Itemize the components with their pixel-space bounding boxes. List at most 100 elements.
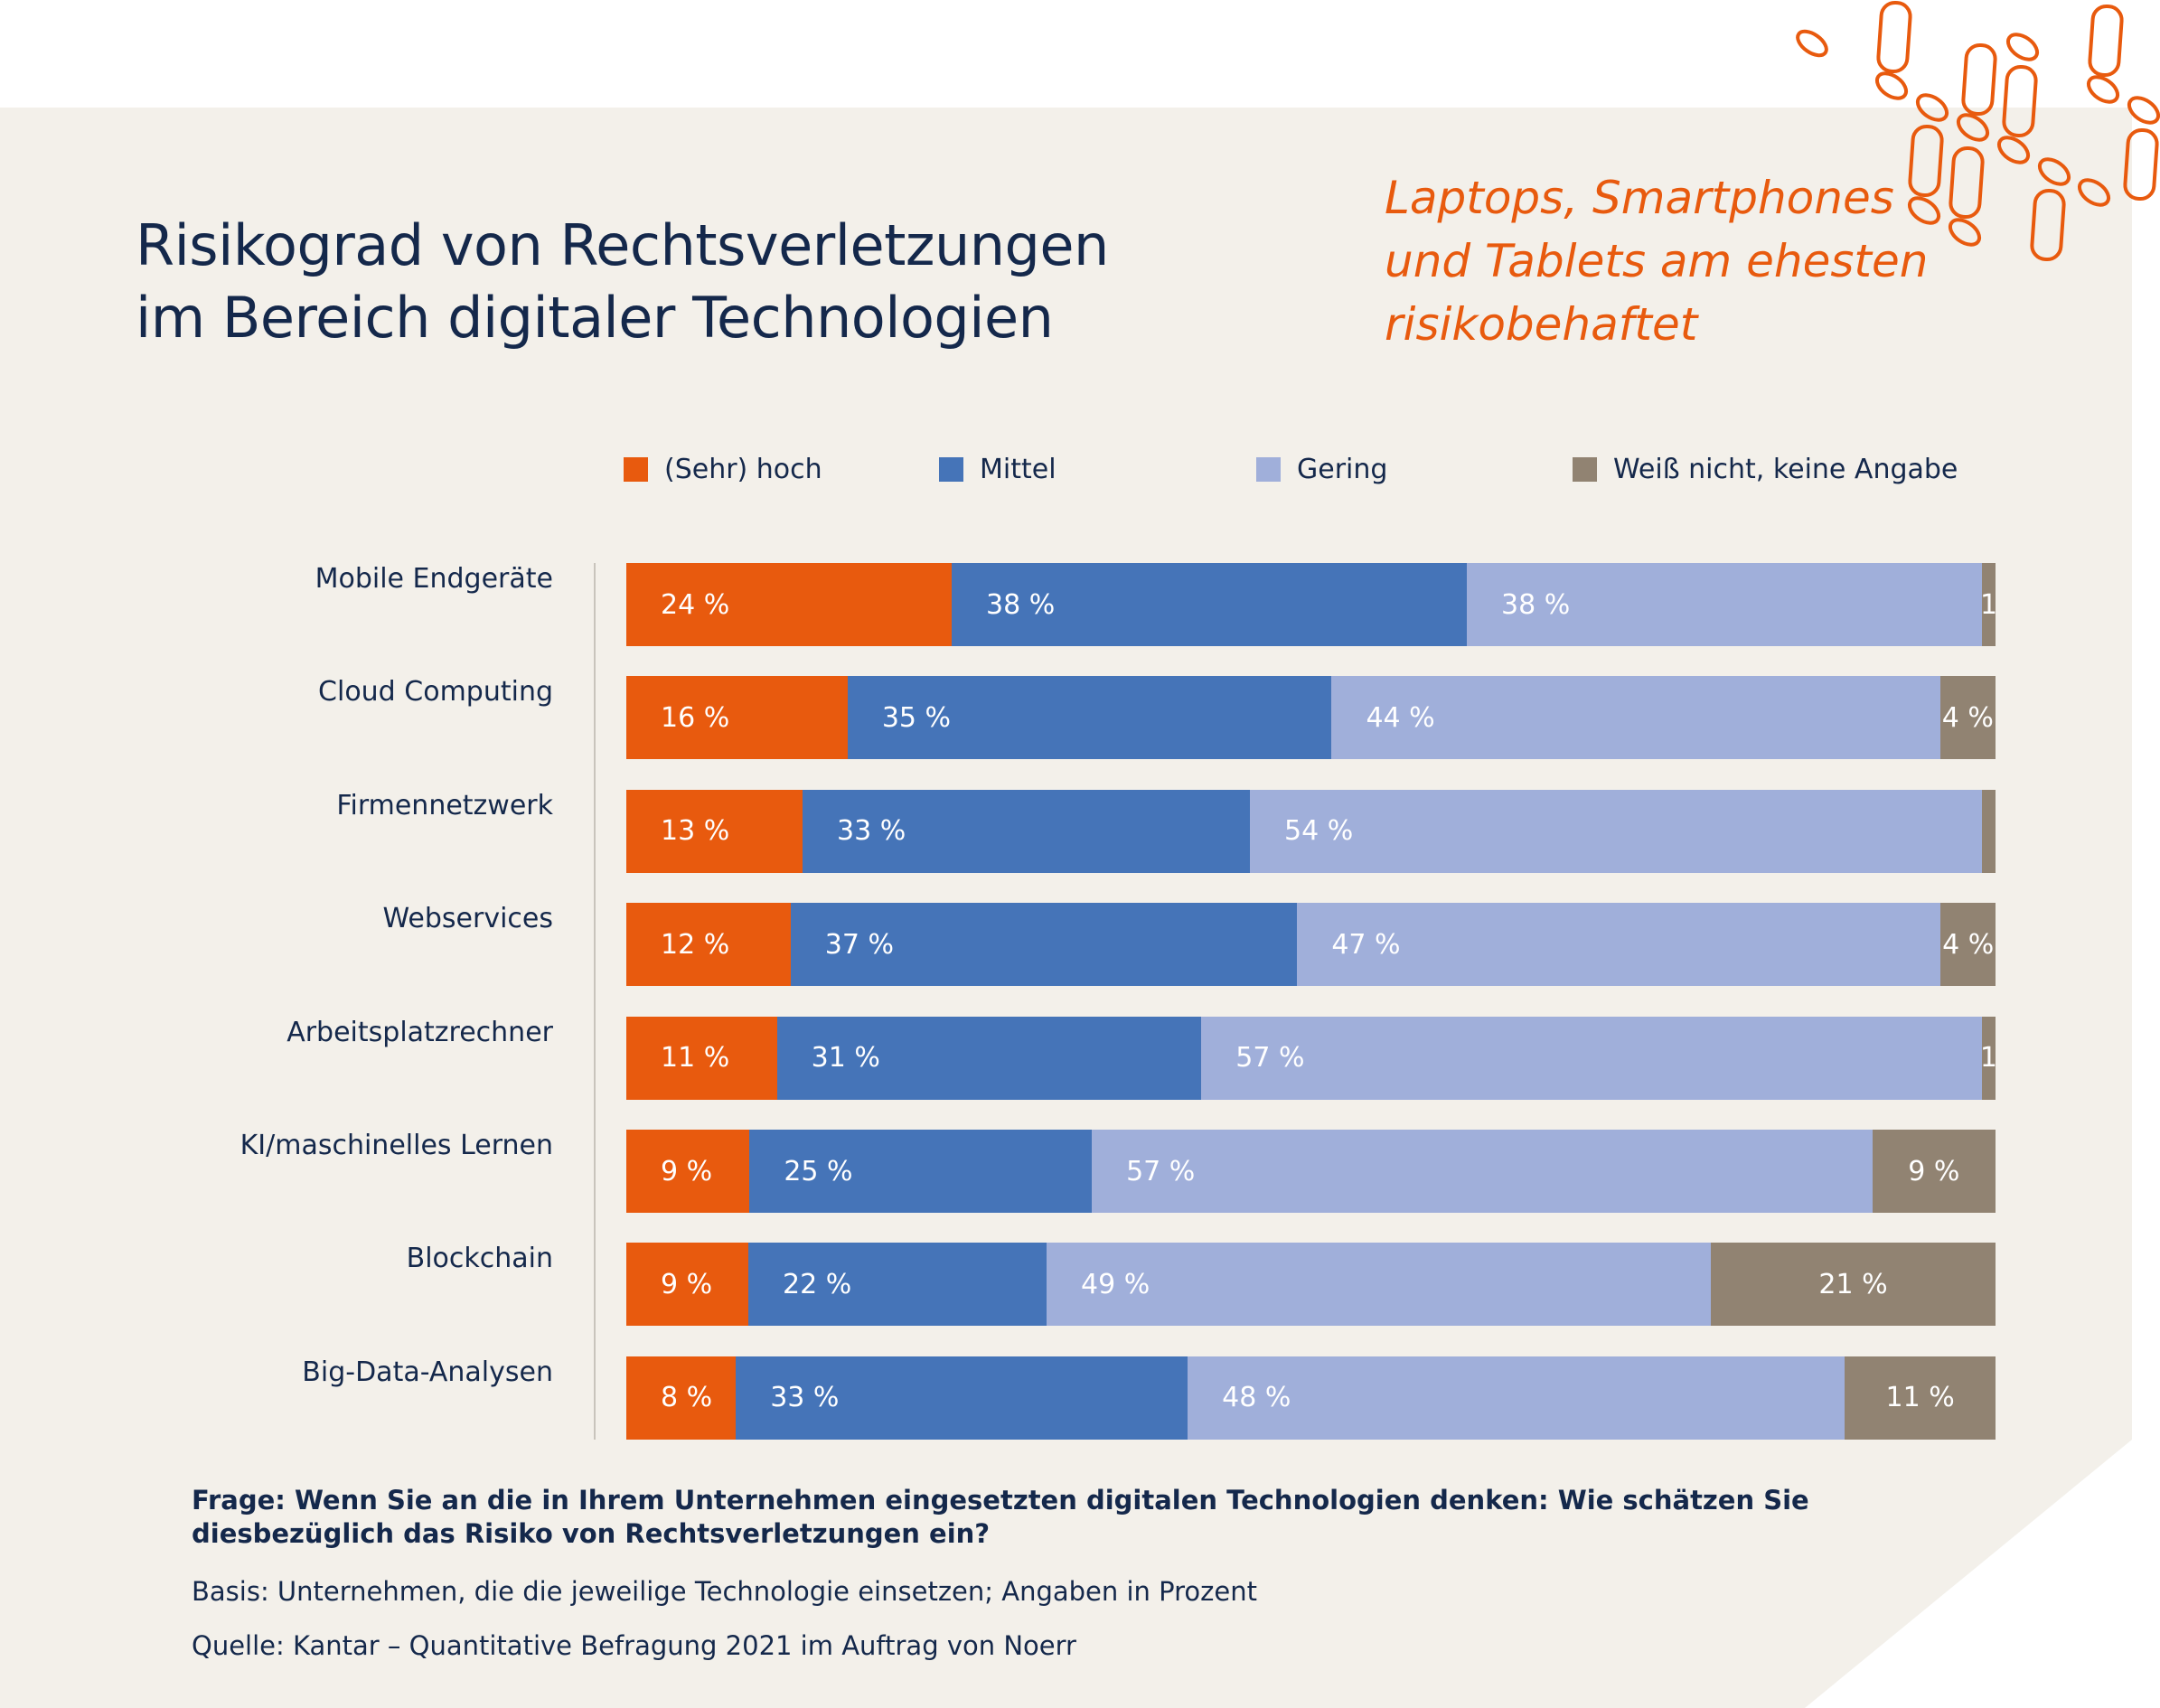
- data-label: 4 %: [1941, 701, 1994, 734]
- bar-segment: 12 %: [626, 903, 791, 987]
- bar-segment: 35 %: [847, 676, 1332, 760]
- bar-row: 9 % 25 % 57 % 9 %: [626, 1130, 1996, 1213]
- legend-label: Weiß nicht, keine Angabe: [1613, 454, 1958, 485]
- data-label: 35 %: [881, 701, 952, 734]
- bar-segment: 48 %: [1188, 1356, 1845, 1440]
- bar-segment: 44 %: [1331, 676, 1940, 760]
- chart-subtitle: Laptops, Smartphones und Tablets am ehes…: [1385, 166, 1928, 356]
- legend-swatch: [1573, 457, 1597, 482]
- subtitle-line-1: Laptops, Smartphones: [1385, 172, 1894, 224]
- data-label: 24 %: [661, 588, 730, 621]
- bar-segment: 38 %: [1467, 563, 1982, 646]
- data-label: 13 %: [661, 815, 730, 848]
- bar-segment: 9 %: [626, 1130, 750, 1213]
- category-label: Big-Data-Analysen: [302, 1356, 553, 1388]
- decorative-pattern-icon: [1796, 0, 2160, 262]
- bar-segment: 4 %: [1940, 903, 1996, 987]
- data-label: 54 %: [1284, 815, 1354, 848]
- data-label: 9 %: [1908, 1155, 1960, 1187]
- legend-item: Mittel: [939, 454, 1057, 485]
- category-label: Cloud Computing: [318, 676, 553, 709]
- bar-segment: 54 %: [1250, 789, 1982, 873]
- data-label: 4 %: [1942, 928, 1995, 961]
- legend-label: (Sehr) hoch: [664, 454, 822, 485]
- bar-segment: 22 %: [747, 1243, 1047, 1327]
- footnote-question: Frage: Wenn Sie an die in Ihrem Unterneh…: [192, 1485, 1809, 1549]
- data-label: 47 %: [1331, 928, 1401, 961]
- data-label: 33 %: [770, 1382, 840, 1414]
- bar-row: 13 % 33 % 54 %: [626, 789, 1996, 873]
- bar-segment: 16 %: [626, 676, 848, 760]
- data-label: 57 %: [1126, 1155, 1196, 1187]
- data-label: 8 %: [661, 1382, 713, 1414]
- category-label: Webservices: [382, 903, 554, 935]
- data-label: 11 %: [661, 1042, 730, 1075]
- data-label: 25 %: [784, 1155, 853, 1187]
- legend-label: Mittel: [980, 454, 1057, 485]
- bar-segment: 33 %: [736, 1356, 1188, 1440]
- category-label: KI/maschinelles Lernen: [239, 1130, 553, 1161]
- bar-row: 9 % 22 % 49 % 21 %: [626, 1243, 1996, 1327]
- bar-segment: 1: [1982, 563, 1996, 646]
- category-axis-line: [594, 563, 596, 1440]
- bar-row: 24 % 38 % 38 % 1: [626, 563, 1996, 646]
- legend-item: (Sehr) hoch: [624, 454, 822, 485]
- category-label: Mobile Endgeräte: [315, 563, 553, 595]
- data-label: 49 %: [1080, 1268, 1150, 1300]
- bar-segment: 1: [1981, 1016, 1996, 1100]
- legend-item: Weiß nicht, keine Angabe: [1573, 454, 1958, 485]
- data-label: 9 %: [661, 1155, 713, 1187]
- bar-segment: 31 %: [776, 1016, 1202, 1100]
- legend-swatch: [624, 457, 648, 482]
- data-label: 38 %: [986, 588, 1056, 621]
- bar-segment: 57 %: [1092, 1130, 1873, 1213]
- data-label: 38 %: [1501, 588, 1571, 621]
- data-label: 1: [1982, 588, 1996, 621]
- bar-segment: 11 %: [1845, 1356, 1996, 1440]
- title-line-2: im Bereich digitaler Technologien: [136, 285, 1054, 351]
- bar-segment: 37 %: [790, 903, 1298, 987]
- data-label: 1: [1981, 1042, 1996, 1075]
- bar-segment: 49 %: [1046, 1243, 1711, 1327]
- data-label: 9 %: [661, 1268, 713, 1300]
- bar-row: 16 % 35 % 44 % 4 %: [626, 676, 1996, 760]
- bar-segment: 33 %: [803, 789, 1250, 873]
- subtitle-line-3: risikobehaftet: [1385, 298, 1698, 351]
- category-label: Blockchain: [406, 1243, 553, 1275]
- bar-segment: 25 %: [749, 1130, 1093, 1213]
- legend-item: Gering: [1256, 454, 1387, 485]
- data-label: 44 %: [1366, 701, 1435, 734]
- data-label: 12 %: [661, 928, 730, 961]
- category-label: Arbeitsplatzrechner: [286, 1016, 553, 1048]
- data-label: 31 %: [811, 1042, 880, 1075]
- legend-swatch: [939, 457, 963, 482]
- bar-segment: 11 %: [626, 1016, 777, 1100]
- data-label: 22 %: [782, 1268, 852, 1300]
- bar-segment: 47 %: [1297, 903, 1941, 987]
- bar-segment: 9 %: [626, 1243, 748, 1327]
- legend-swatch: [1256, 457, 1281, 482]
- bar-segment: 24 %: [626, 563, 952, 646]
- bar-row: 11 % 31 % 57 % 1: [626, 1016, 1996, 1100]
- bar-segment: 38 %: [952, 563, 1467, 646]
- bar-segment: 21 %: [1710, 1243, 1996, 1327]
- bar-row: 8 % 33 % 48 % 11 %: [626, 1356, 1996, 1440]
- title-line-1: Risikograd von Rechtsverletzungen: [136, 212, 1109, 278]
- bar-segment: 57 %: [1201, 1016, 1982, 1100]
- data-label: 48 %: [1222, 1382, 1291, 1414]
- bar-segment: 8 %: [626, 1356, 737, 1440]
- footnote-source: Quelle: Kantar – Quantitative Befragung …: [192, 1630, 1076, 1661]
- data-label: 16 %: [661, 701, 730, 734]
- chart-title: Risikograd von Rechtsverletzungen im Ber…: [136, 210, 1109, 354]
- category-label: Firmennetzwerk: [336, 789, 553, 821]
- bar-segment: 13 %: [626, 789, 803, 873]
- legend-label: Gering: [1297, 454, 1388, 485]
- data-label: 37 %: [824, 928, 895, 961]
- bar-segment: 4 %: [1939, 676, 1996, 760]
- bar-segment: 9 %: [1872, 1130, 1996, 1213]
- data-label: 21 %: [1818, 1268, 1888, 1300]
- data-label: 11 %: [1885, 1382, 1955, 1414]
- data-label: 57 %: [1235, 1042, 1305, 1075]
- bar-segment: [1982, 789, 1996, 873]
- data-label: 33 %: [837, 815, 906, 848]
